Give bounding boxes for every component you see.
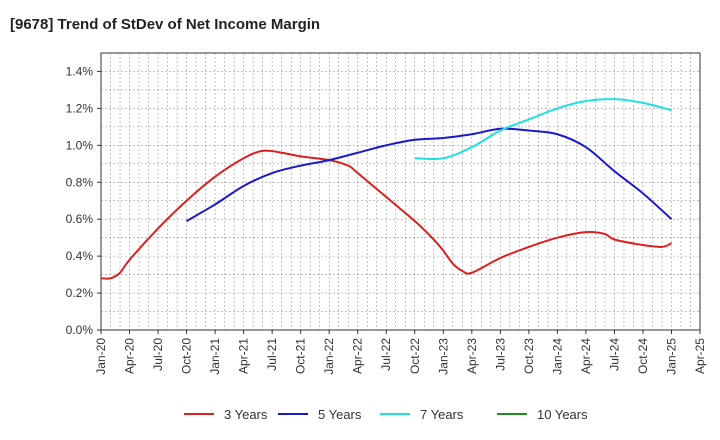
x-tick-label: Jan-20 (94, 338, 108, 375)
x-tick-label: Apr-21 (237, 338, 251, 374)
x-tick-label: Apr-22 (351, 338, 365, 374)
x-tick-label: Jan-21 (208, 338, 222, 375)
y-tick-label: 0.8% (66, 175, 94, 189)
x-tick-label: Apr-25 (693, 338, 707, 374)
x-tick-label: Oct-24 (636, 338, 650, 374)
x-tick-label: Apr-20 (123, 338, 137, 374)
legend-label: 10 Years (537, 407, 588, 422)
y-tick-label: 1.0% (66, 138, 94, 152)
x-tick-label: Jul-21 (265, 338, 279, 371)
y-tick-label: 0.6% (66, 212, 94, 226)
x-tick-label: Jan-25 (664, 338, 678, 375)
y-tick-label: 1.2% (66, 101, 94, 115)
x-tick-label: Jul-20 (151, 338, 165, 371)
y-tick-label: 0.2% (66, 286, 94, 300)
chart-title: [9678] Trend of StDev of Net Income Marg… (10, 16, 320, 33)
x-tick-label: Apr-24 (579, 338, 593, 374)
legend-label: 3 Years (224, 407, 268, 422)
x-tick-label: Apr-23 (465, 338, 479, 374)
x-axis: Jan-20 Apr-20 Jul-20 Oct-20 Jan-21 Apr-21 Jul-… (94, 330, 707, 375)
y-axis: 0.0% 0.2% 0.4% 0.6% 0.8% 1.0% 1.2% 1.4% (66, 64, 101, 337)
grid (100, 52, 701, 331)
x-tick-label: Jan-24 (550, 338, 564, 375)
y-tick-label: 0.4% (66, 249, 94, 263)
x-tick-label: Oct-20 (180, 338, 194, 374)
series-line-1 (100, 149, 672, 280)
x-tick-label: Jan-23 (436, 338, 450, 375)
legend-label: 7 Years (420, 407, 464, 422)
x-tick-label: Oct-22 (408, 338, 422, 374)
y-tick-label: 1.4% (66, 64, 94, 78)
plot-area (100, 52, 701, 331)
x-tick-label: Jul-23 (493, 338, 507, 371)
series-lines (100, 98, 673, 280)
x-tick-label: Jan-22 (322, 338, 336, 375)
x-tick-label: Oct-23 (522, 338, 536, 374)
y-tick-label: 0.0% (66, 323, 94, 337)
series-line-3 (414, 98, 672, 161)
x-tick-label: Jul-24 (607, 338, 621, 371)
legend-label: 5 Years (318, 407, 362, 422)
x-tick-label: Jul-22 (379, 338, 393, 371)
legend: 3 Years 5 Years 7 Years 10 Years (184, 407, 588, 422)
x-tick-label: Oct-21 (294, 338, 308, 374)
series-line-2 (186, 127, 673, 222)
